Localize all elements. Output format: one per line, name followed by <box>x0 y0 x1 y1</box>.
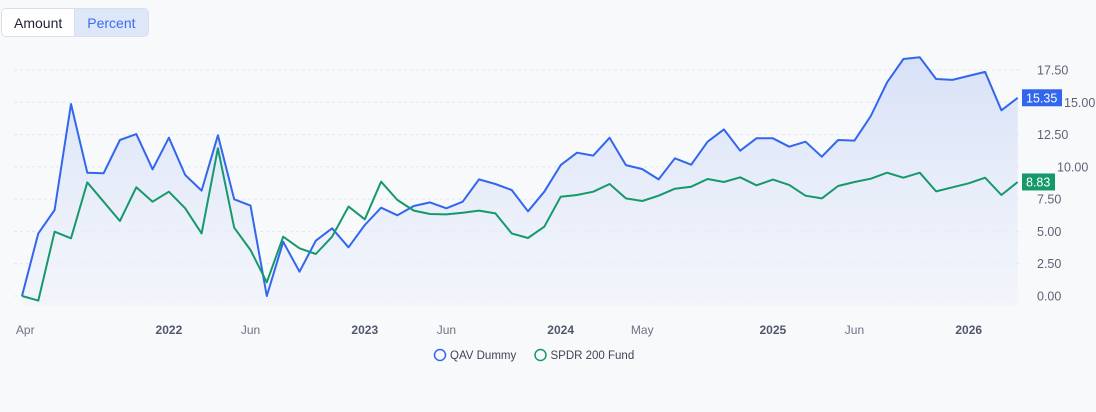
last-value-label: 15.35 <box>1026 91 1057 105</box>
lines <box>21 56 1019 302</box>
legend-marker-icon <box>534 348 547 362</box>
x-tick-label: 2023 <box>351 323 378 337</box>
y-axis: 0.00 2.50 5.00 7.50 10.00 12.50 15.00 17.50 <box>1037 64 1095 304</box>
last-value-badge <box>1022 173 1055 191</box>
x-tick-label: Jun <box>845 323 864 337</box>
y-tick-label: 12.50 <box>1037 128 1068 142</box>
y-tick-label: 15.00 <box>1064 96 1095 110</box>
x-tick-label: 2025 <box>760 323 787 337</box>
y-tick-label: 7.50 <box>1037 193 1061 207</box>
legend-label: SPDR 200 Fund <box>550 350 634 362</box>
y-tick-label: 0.00 <box>1037 290 1061 304</box>
x-tick-label: 2022 <box>156 323 183 337</box>
areas <box>22 57 1018 306</box>
legend-marker-icon <box>433 348 447 362</box>
y-tick-label: 10.00 <box>1057 160 1088 174</box>
area-fill-0 <box>22 57 1018 306</box>
amount-button[interactable]: Amount <box>2 9 75 36</box>
percent-button[interactable]: Percent <box>74 9 148 36</box>
legend-label: QAV Dummy <box>450 350 516 362</box>
y-tick-label: 17.50 <box>1037 64 1068 78</box>
x-tick-label: Apr <box>16 323 35 337</box>
x-axis: Apr 2022 Jun 2023 Jun 2024 May 2025 Jun 2026 <box>16 323 982 337</box>
last-value-badge <box>1022 89 1062 107</box>
x-tick-label: Jun <box>241 323 260 337</box>
x-tick-label: May <box>631 323 654 337</box>
x-tick-label: Jun <box>437 323 456 337</box>
y-tick-label: 5.00 <box>1037 225 1061 239</box>
y-tick-label: 2.50 <box>1037 257 1061 271</box>
last-value-badges: 15.35 8.83 <box>1022 89 1062 191</box>
x-tick-label: 2024 <box>547 323 574 337</box>
x-tick-label: 2026 <box>955 323 982 337</box>
mode-toggle: Amount Percent <box>1 8 149 37</box>
last-value-label: 8.83 <box>1026 175 1050 189</box>
series-line-0 <box>21 56 1019 297</box>
series-line-1 <box>21 147 1019 302</box>
legend: QAV Dummy SPDR 200 Fund <box>433 348 634 362</box>
